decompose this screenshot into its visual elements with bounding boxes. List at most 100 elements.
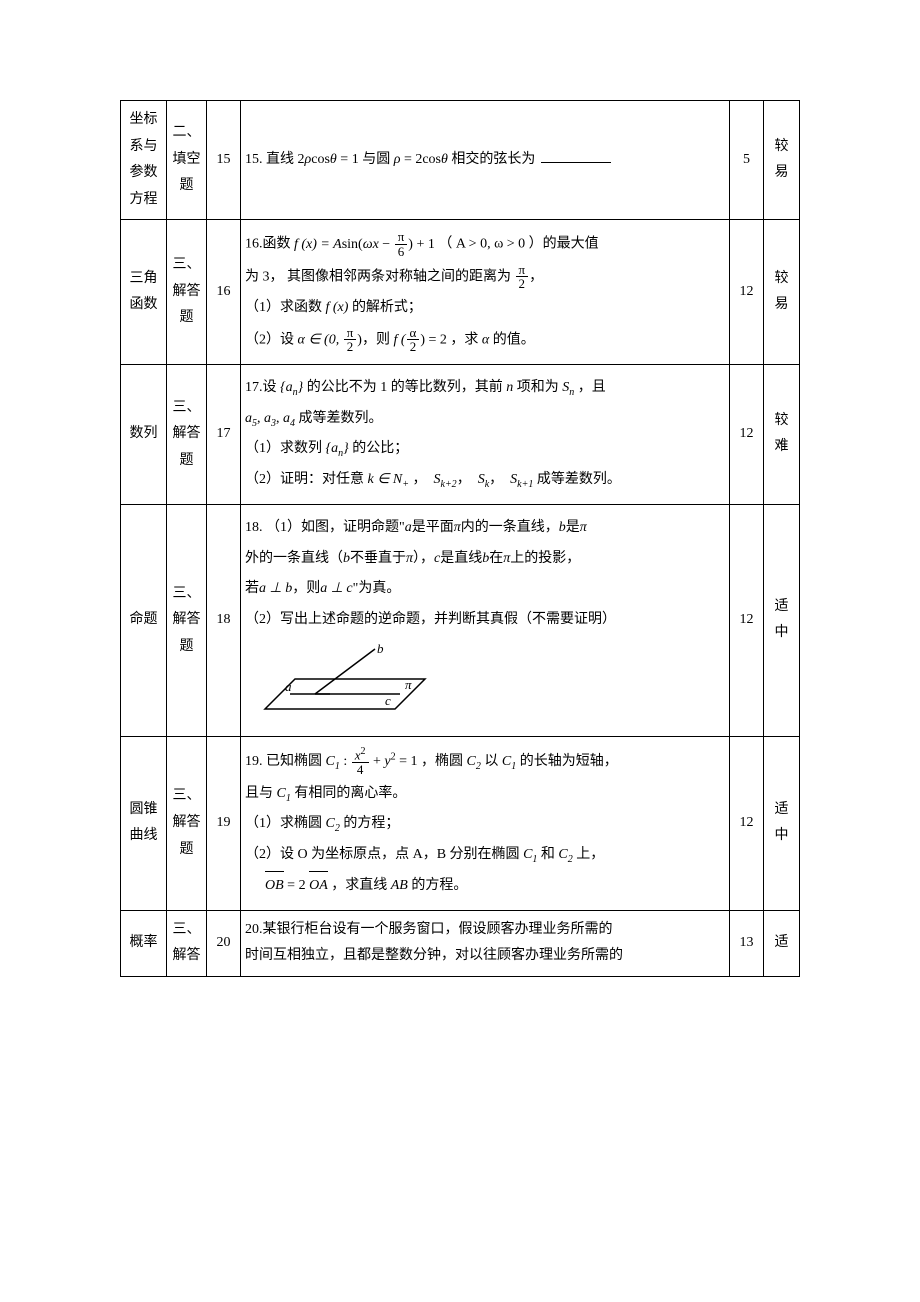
sup: 2 [391, 751, 396, 762]
sup: 2 [361, 746, 366, 757]
sub: 1 [532, 854, 537, 865]
math-text: : [340, 754, 351, 769]
num-cell: 19 [207, 736, 241, 910]
sub: 2 [476, 761, 481, 772]
text: 的长轴为短轴， [520, 754, 618, 769]
plane-diagram: a b c π [245, 639, 725, 730]
type-cell: 三、解答 [167, 910, 207, 976]
text: 成等差数列。 [537, 472, 621, 487]
frac-num: π [344, 326, 357, 340]
text: 在 [489, 551, 503, 566]
text: 是 [566, 520, 580, 535]
math-text: + [373, 754, 384, 769]
content-cell: 15. 直线 2ρcosθ = 1 与圆 ρ = 2cosθ 相交的弦长为 [241, 101, 730, 220]
text: 的值。 [493, 332, 535, 347]
diagram-label-c: c [385, 693, 391, 708]
math-text: b [559, 520, 566, 535]
text: )，则 [357, 332, 390, 347]
page-container: 坐标系与参数方程 二、填空题 15 15. 直线 2ρcosθ = 1 与圆 ρ… [0, 0, 920, 1017]
exam-table: 坐标系与参数方程 二、填空题 15 15. 直线 2ρcosθ = 1 与圆 ρ… [120, 100, 800, 977]
sub: 4 [290, 417, 295, 428]
diff-cell: 适中 [764, 505, 800, 737]
text: 上的投影， [510, 551, 580, 566]
math-text: C [277, 786, 286, 801]
math-text: f (x) = A [294, 237, 342, 252]
diagram-label-b: b [377, 641, 384, 656]
sub: 2 [335, 823, 340, 834]
sub: k+1 [517, 479, 533, 490]
text: 的方程。 [411, 878, 467, 893]
score-cell: 12 [730, 505, 764, 737]
sub: k+2 [441, 479, 457, 490]
text: ，椭圆 [421, 754, 463, 769]
table-row: 坐标系与参数方程 二、填空题 15 15. 直线 2ρcosθ = 1 与圆 ρ… [121, 101, 800, 220]
q15-mid: 与圆 [362, 152, 390, 167]
math-text: C [326, 754, 335, 769]
text: 内的一条直线， [461, 520, 559, 535]
text: 18. （1）如图，证明命题" [245, 520, 405, 535]
type-cell: 三、解答题 [167, 736, 207, 910]
num-cell: 15 [207, 101, 241, 220]
math-text: − [379, 237, 394, 252]
text: , [276, 411, 283, 426]
table-row: 圆锥曲线 三、解答题 19 19. 已知椭圆 C1 : x24 + y2 = 1… [121, 736, 800, 910]
math-text: C [523, 847, 532, 862]
math-text: f (x) [326, 300, 349, 315]
text: （2）设 O 为坐标原点，点 A，B 分别在椭圆 [245, 847, 520, 862]
math-text: = 2cos [400, 152, 441, 167]
math-text: a ⊥ c [320, 581, 352, 596]
text: 17.设 [245, 380, 277, 395]
type-cell: 三、解答题 [167, 364, 207, 504]
table-row: 命题 三、解答题 18 18. （1）如图，证明命题"a是平面π内的一条直线，b… [121, 505, 800, 737]
text: （1）求函数 [245, 300, 322, 315]
text: 是平面 [412, 520, 454, 535]
math-text: a [283, 411, 290, 426]
sub: n [569, 387, 574, 398]
sub: n [293, 387, 298, 398]
topic-cell: 命题 [121, 505, 167, 737]
text: 有相同的离心率。 [294, 786, 406, 801]
math-text: f ( [393, 332, 405, 347]
text: ， [529, 269, 543, 284]
table-row: 数列 三、解答题 17 17.设 {an} 的公比不为 1 的等比数列，其前 n… [121, 364, 800, 504]
math-text: S [478, 472, 485, 487]
q15-tail: 相交的弦长为 [451, 152, 535, 167]
text: 是直线 [440, 551, 482, 566]
text: （1）求数列 [245, 441, 322, 456]
sub: n [338, 448, 343, 459]
table-row: 概率 三、解答 20 20.某银行柜台设有一个服务窗口，假设顾客办理业务所需的 … [121, 910, 800, 976]
diff-cell: 较易 [764, 220, 800, 364]
text: ，则 [292, 581, 320, 596]
text: 和 [541, 847, 555, 862]
num-cell: 20 [207, 910, 241, 976]
score-cell: 12 [730, 364, 764, 504]
text: 为 3， 其图像相邻两条对称轴之间的距离为 [245, 269, 511, 284]
text: 且与 [245, 786, 273, 801]
text: （2）设 [245, 332, 294, 347]
math-text: C [502, 754, 511, 769]
topic-cell: 数列 [121, 364, 167, 504]
text: （ A > 0, ω > 0 ）的最大值 [438, 237, 598, 252]
topic-cell: 概率 [121, 910, 167, 976]
text: ，求直线 [331, 878, 387, 893]
text: 的公比不为 1 的等比数列，其前 [307, 380, 503, 395]
content-cell: 18. （1）如图，证明命题"a是平面π内的一条直线，b是π 外的一条直线（b不… [241, 505, 730, 737]
math-text: a [286, 380, 293, 395]
num-cell: 17 [207, 364, 241, 504]
math-text: a [264, 411, 271, 426]
math-text: C [326, 816, 335, 831]
frac-den: 2 [516, 276, 529, 291]
frac-den: 2 [344, 339, 357, 354]
math-text: π [454, 520, 461, 535]
math-text: b [343, 551, 350, 566]
score-cell: 12 [730, 220, 764, 364]
score-cell: 12 [730, 736, 764, 910]
sub: 1 [511, 761, 516, 772]
text: 若 [245, 581, 259, 596]
text: 20.某银行柜台设有一个服务窗口，假设顾客办理业务所需的 [245, 917, 725, 944]
text: 的公比； [352, 441, 408, 456]
math-text: n [506, 380, 513, 395]
frac-den: 2 [407, 339, 420, 354]
content-cell: 17.设 {an} 的公比不为 1 的等比数列，其前 n 项和为 Sn ，且 a… [241, 364, 730, 504]
text: 19. 已知椭圆 [245, 754, 322, 769]
